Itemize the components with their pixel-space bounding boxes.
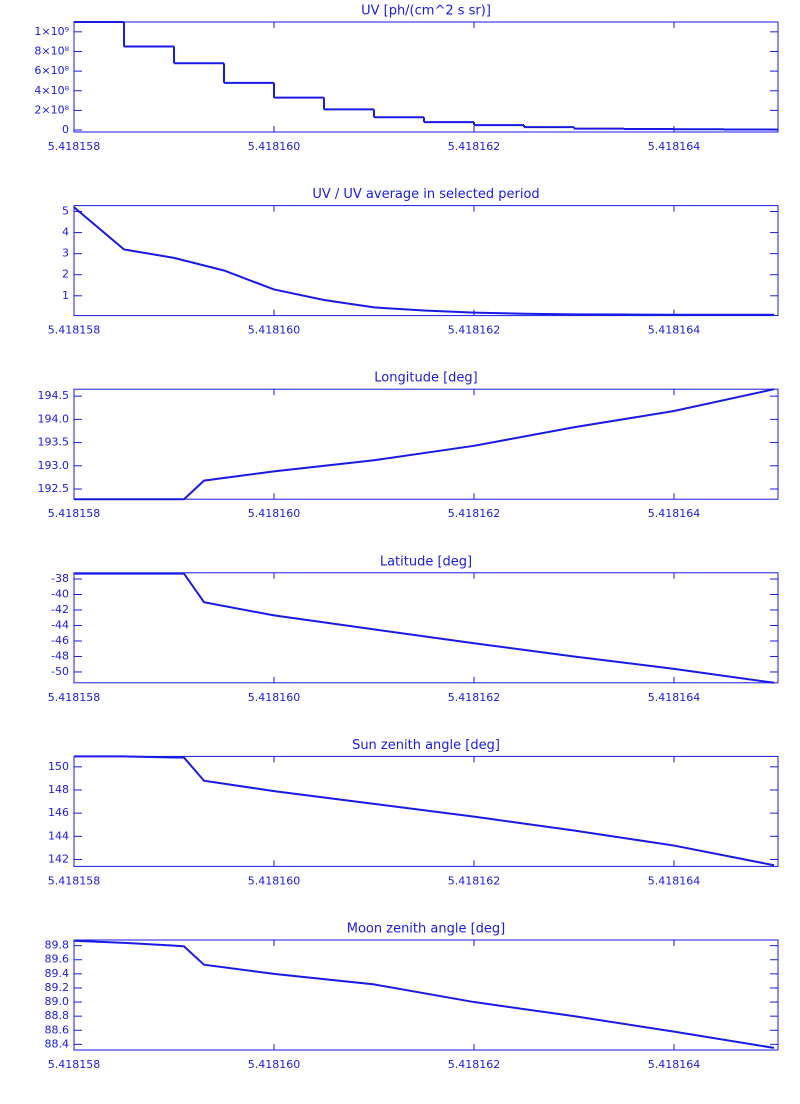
y-tick-label: 0 xyxy=(62,123,69,136)
chart-title: Longitude [deg] xyxy=(374,371,477,386)
y-tick-label: 194.0 xyxy=(38,412,70,425)
data-line xyxy=(74,388,775,501)
chart-title: UV / UV average in selected period xyxy=(312,187,539,202)
y-tick-label: 88.6 xyxy=(45,1023,70,1036)
x-tick-label: 5.418162 xyxy=(448,140,501,153)
x-tick-label: 5.418162 xyxy=(448,691,501,704)
x-tick-label: 5.418160 xyxy=(248,324,301,337)
y-tick-label: 4×10⁸ xyxy=(34,84,69,97)
x-tick-label: 5.418164 xyxy=(648,874,701,887)
y-tick-label: 2×10⁸ xyxy=(34,103,69,116)
x-tick-label: 5.418160 xyxy=(248,1058,301,1071)
data-line xyxy=(73,939,775,1049)
y-tick-label: 194.5 xyxy=(38,389,70,402)
x-tick-label: 5.418164 xyxy=(648,1058,701,1071)
x-tick-label: 5.418162 xyxy=(448,507,501,520)
y-tick-label: 89.6 xyxy=(45,953,70,966)
y-tick-label: 144 xyxy=(48,829,69,842)
x-tick-label: 5.418160 xyxy=(248,140,301,153)
y-tick-label: 148 xyxy=(48,783,69,796)
x-tick-label: 5.418162 xyxy=(448,324,501,337)
y-tick-label: 192.5 xyxy=(38,482,70,495)
x-tick-label: 5.418164 xyxy=(648,507,701,520)
data-line xyxy=(74,755,775,867)
plot-frame xyxy=(73,205,779,317)
x-tick-label: 5.418164 xyxy=(648,691,701,704)
plot-frame xyxy=(73,755,779,867)
plot-frame xyxy=(73,21,779,133)
y-tick-label: 146 xyxy=(48,806,69,819)
y-tick-label: -46 xyxy=(51,634,69,647)
x-tick-label: 5.418158 xyxy=(48,874,101,887)
x-tick-label: 5.418160 xyxy=(248,691,301,704)
chart-title: Sun zenith angle [deg] xyxy=(352,738,500,753)
y-tick-label: 8×10⁸ xyxy=(34,44,69,57)
y-tick-label: 89.0 xyxy=(45,995,70,1008)
y-tick-label: -48 xyxy=(51,649,69,662)
y-tick-label: 150 xyxy=(48,760,69,773)
x-tick-label: 5.418158 xyxy=(48,691,101,704)
x-tick-label: 5.418158 xyxy=(48,1058,101,1071)
data-line xyxy=(74,572,775,684)
x-tick-label: 5.418158 xyxy=(48,324,101,337)
x-tick-label: 5.418162 xyxy=(448,874,501,887)
y-tick-label: 4 xyxy=(62,226,69,239)
y-tick-label: -42 xyxy=(51,603,69,616)
chart-title: Moon zenith angle [deg] xyxy=(347,922,505,937)
y-tick-label: 142 xyxy=(48,852,69,865)
data-line xyxy=(73,206,774,316)
y-tick-label: 193.5 xyxy=(38,436,70,449)
y-tick-label: -50 xyxy=(51,665,69,678)
y-tick-label: -38 xyxy=(51,572,69,585)
y-tick-label: 3 xyxy=(62,247,69,260)
y-tick-label: -40 xyxy=(51,587,69,600)
x-tick-label: 5.418162 xyxy=(448,1058,501,1071)
plot-frame xyxy=(73,572,779,684)
chart-title: Latitude [deg] xyxy=(380,554,472,569)
y-tick-label: 5 xyxy=(62,205,69,218)
y-tick-label: 89.8 xyxy=(45,939,70,952)
chart-title: UV [ph/(cm^2 s sr)] xyxy=(361,4,491,19)
x-tick-label: 5.418158 xyxy=(48,507,101,520)
y-tick-label: 1 xyxy=(62,289,69,302)
x-tick-label: 5.418158 xyxy=(48,140,101,153)
x-tick-label: 5.418160 xyxy=(248,874,301,887)
y-tick-label: 2 xyxy=(62,268,69,281)
y-tick-label: 89.2 xyxy=(45,981,70,994)
y-tick-label: 6×10⁸ xyxy=(34,64,69,77)
x-tick-label: 5.418164 xyxy=(648,140,701,153)
plot-frame xyxy=(73,939,779,1051)
y-tick-label: 1×10⁹ xyxy=(34,25,69,38)
x-tick-label: 5.418164 xyxy=(648,324,701,337)
x-tick-label: 5.418160 xyxy=(248,507,301,520)
y-tick-label: 89.4 xyxy=(45,967,70,980)
y-tick-label: 193.0 xyxy=(38,459,70,472)
y-tick-label: -44 xyxy=(51,618,69,631)
y-tick-label: 88.8 xyxy=(45,1009,70,1022)
y-tick-label: 88.4 xyxy=(45,1037,70,1050)
plot-frame xyxy=(73,388,779,500)
